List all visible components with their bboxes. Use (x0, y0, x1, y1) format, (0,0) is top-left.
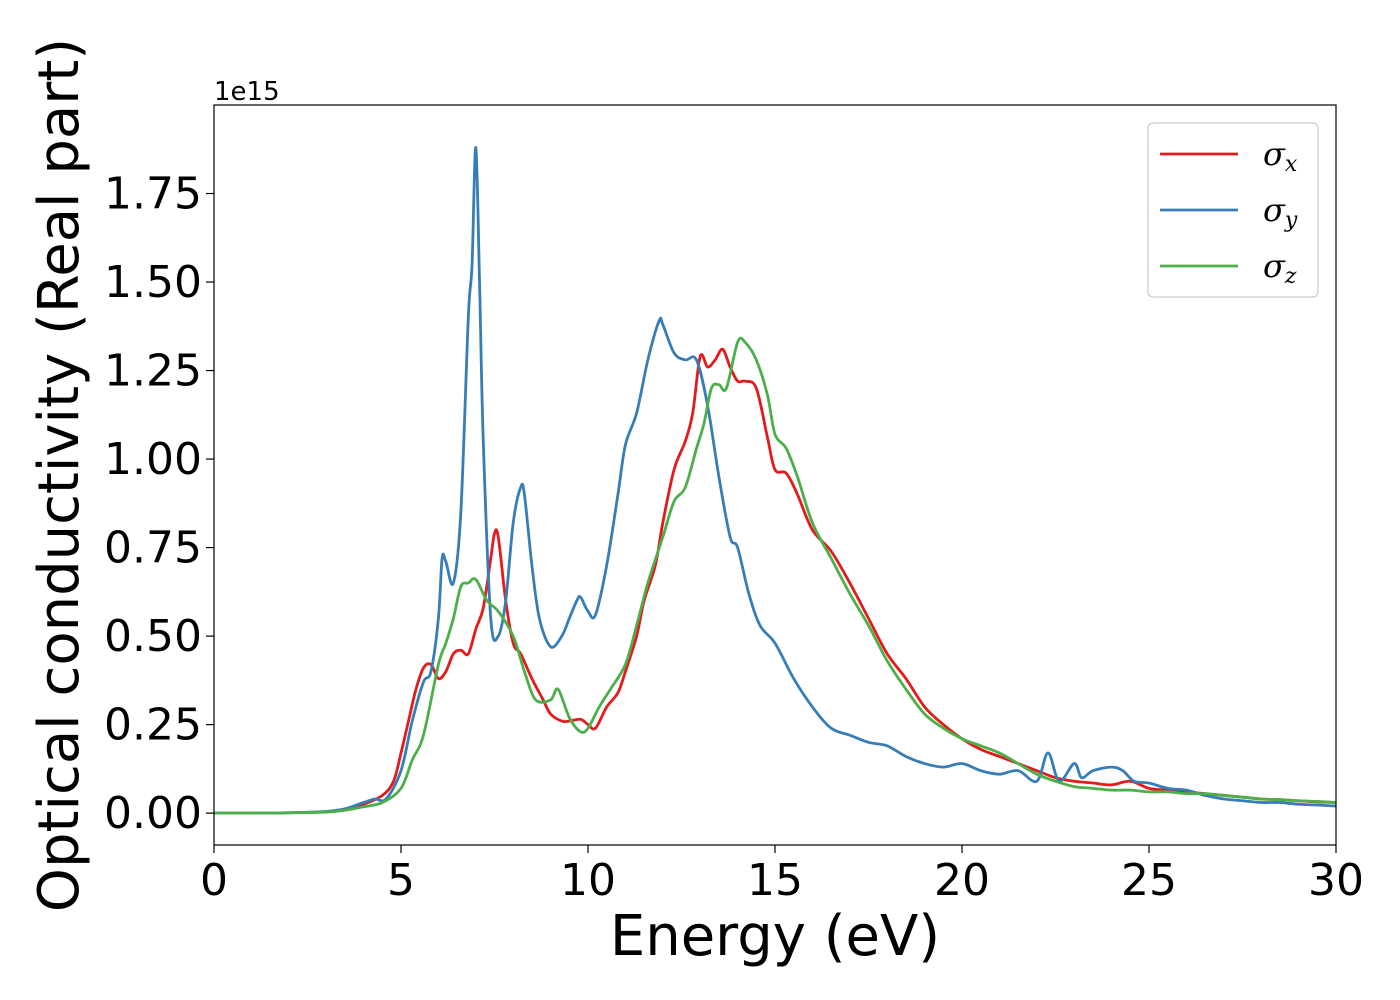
x-tick-label: 15 (747, 855, 803, 906)
x-tick-label: 10 (560, 855, 616, 906)
series-line-sigma-z (214, 336, 1336, 815)
legend-label-sigma-y: σy (1263, 191, 1298, 233)
legend-label-sigma-x: σx (1263, 135, 1298, 177)
x-tick-label: 0 (200, 855, 228, 906)
y-axis-label: Optical conductivity (Real part) (27, 38, 92, 912)
series-line-sigma-x (214, 347, 1336, 815)
y-tick-label: 1.50 (104, 257, 202, 308)
y-tick-label: 0.25 (104, 700, 202, 751)
x-tick-label: 5 (387, 855, 415, 906)
series-layer (214, 146, 1336, 815)
y-tick-label: 0.75 (104, 523, 202, 574)
legend-label-sigma-z: σz (1263, 247, 1297, 289)
y-tick-label: 1.25 (104, 346, 202, 397)
y-axis-ticks: 0.00 0.25 0.50 0.75 1.00 1.25 1.50 1.75 (104, 169, 214, 839)
y-tick-label: 0.50 (104, 611, 202, 662)
y-tick-label: 0.00 (104, 788, 202, 839)
x-tick-label: 30 (1308, 855, 1364, 906)
series-line-sigma-y (214, 146, 1336, 815)
y-tick-label: 1.75 (104, 169, 202, 220)
y-tick-label: 1.00 (104, 434, 202, 485)
x-axis-ticks: 0 5 10 15 20 25 30 (200, 845, 1364, 906)
legend: σx σy σz (1147, 122, 1319, 298)
x-axis-label: Energy (eV) (610, 904, 940, 969)
x-tick-label: 20 (934, 855, 990, 906)
y-offset-label: 1e15 (214, 77, 280, 107)
x-tick-label: 25 (1121, 855, 1177, 906)
